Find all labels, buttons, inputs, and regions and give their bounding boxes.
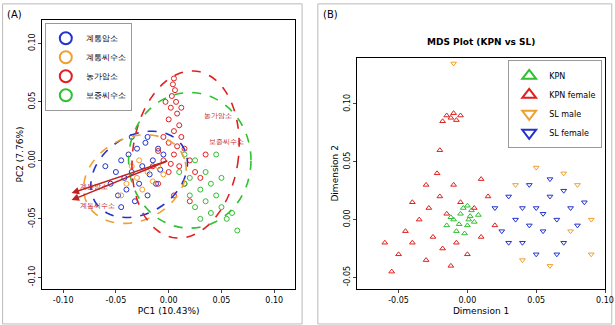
svg-text:MDS Plot (KPN vs SL): MDS Plot (KPN vs SL) (427, 37, 535, 47)
svg-text:0.05: 0.05 (343, 152, 352, 170)
svg-text:0.00: 0.00 (28, 150, 37, 168)
svg-text:계통암소: 계통암소 (80, 183, 108, 191)
svg-text:0.05: 0.05 (527, 296, 545, 305)
svg-text:-0.05: -0.05 (343, 266, 352, 287)
svg-text:KPN female: KPN female (549, 91, 595, 100)
svg-text:보증씨수소: 보증씨수소 (86, 91, 126, 100)
svg-text:SL male: SL male (549, 110, 581, 119)
svg-text:-0.10: -0.10 (28, 266, 37, 287)
svg-text:(A): (A) (7, 9, 22, 20)
svg-text:0.00: 0.00 (458, 296, 476, 305)
svg-text:계통암소: 계통암소 (86, 34, 118, 43)
svg-text:계통씨수소: 계통씨수소 (86, 53, 126, 62)
svg-text:0.00: 0.00 (343, 209, 352, 227)
svg-text:보증씨수소: 보증씨수소 (209, 138, 244, 146)
svg-text:PC2 (7.76%): PC2 (7.76%) (15, 127, 25, 183)
svg-text:SL female: SL female (549, 129, 589, 138)
svg-text:-0.05: -0.05 (106, 296, 127, 305)
svg-text:0.05: 0.05 (213, 296, 231, 305)
svg-text:0.10: 0.10 (265, 296, 283, 305)
svg-text:0.10: 0.10 (28, 33, 37, 51)
svg-text:0.05: 0.05 (28, 92, 37, 110)
svg-text:계통씨수소: 계통씨수소 (80, 202, 115, 210)
svg-text:PC1 (10.43%): PC1 (10.43%) (138, 306, 200, 316)
svg-text:농가암소: 농가암소 (86, 72, 118, 81)
svg-text:Dimension 2: Dimension 2 (330, 145, 340, 201)
svg-text:(B): (B) (323, 9, 338, 20)
svg-text:0.00: 0.00 (160, 296, 178, 305)
svg-text:-0.05: -0.05 (28, 207, 37, 228)
svg-text:농가암소: 농가암소 (204, 112, 232, 120)
svg-text:Dimension 1: Dimension 1 (453, 306, 509, 316)
svg-text:0.10: 0.10 (596, 296, 614, 305)
svg-text:0.10: 0.10 (343, 94, 352, 112)
svg-text:-0.10: -0.10 (53, 296, 74, 305)
svg-text:KPN: KPN (549, 72, 565, 81)
svg-text:-0.05: -0.05 (388, 296, 409, 305)
